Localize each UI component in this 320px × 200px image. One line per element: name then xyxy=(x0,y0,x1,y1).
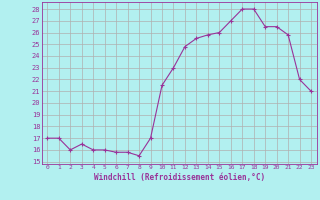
X-axis label: Windchill (Refroidissement éolien,°C): Windchill (Refroidissement éolien,°C) xyxy=(94,173,265,182)
